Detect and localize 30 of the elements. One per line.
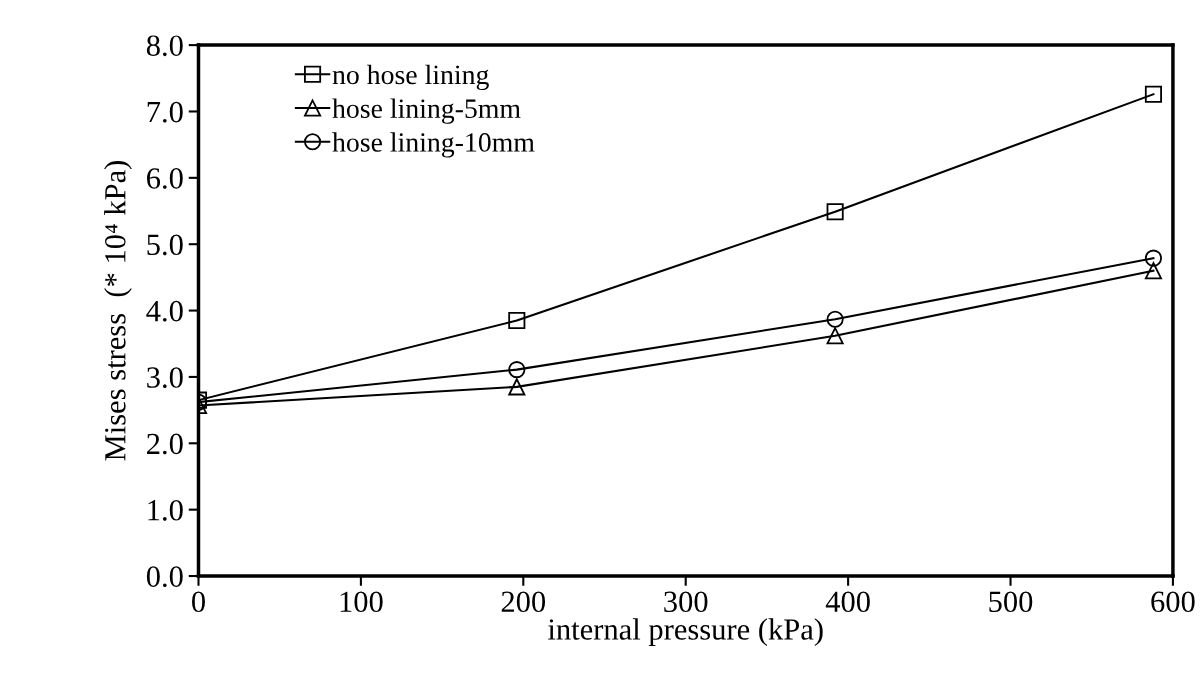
- x-tick-label: 600: [1151, 591, 1195, 613]
- y-tick-label: 0.0: [146, 566, 183, 588]
- x-tick-label: 200: [501, 591, 546, 613]
- x-axis-title: internal pressure (kPa): [548, 618, 823, 647]
- y-tick-label: 2.0: [147, 433, 183, 455]
- y-tick-label: 7.0: [147, 101, 183, 123]
- legend-label: hose lining-10mm: [332, 132, 535, 158]
- point: [826, 203, 844, 221]
- x-tick-label: 300: [664, 591, 708, 613]
- y-tick-label: 4.0: [146, 300, 183, 322]
- y-tick-label: 3.0: [147, 367, 183, 388]
- point: [508, 311, 526, 330]
- point: [1144, 85, 1162, 103]
- point: [826, 310, 844, 328]
- x-tick-label: 400: [825, 591, 870, 613]
- point: [508, 361, 526, 379]
- y-tick-label: 8.0: [146, 35, 183, 57]
- point: [508, 378, 526, 396]
- y-tick-label: 6.0: [147, 168, 183, 189]
- point: [826, 327, 844, 345]
- x-tick-label: 100: [340, 591, 383, 613]
- x-tick-label: 500: [989, 591, 1033, 613]
- point: [1144, 249, 1162, 267]
- x-tick-label: 0: [192, 591, 205, 613]
- legend-label: no hose lining: [332, 64, 489, 90]
- point: [1144, 262, 1162, 280]
- y-axis-title: Mises stress (* 10⁴ kPa): [104, 161, 132, 461]
- legend-label: hose lining-5mm: [332, 98, 521, 124]
- y-tick-label: 1.0: [148, 499, 183, 521]
- y-tick-label: 5.0: [147, 234, 183, 256]
